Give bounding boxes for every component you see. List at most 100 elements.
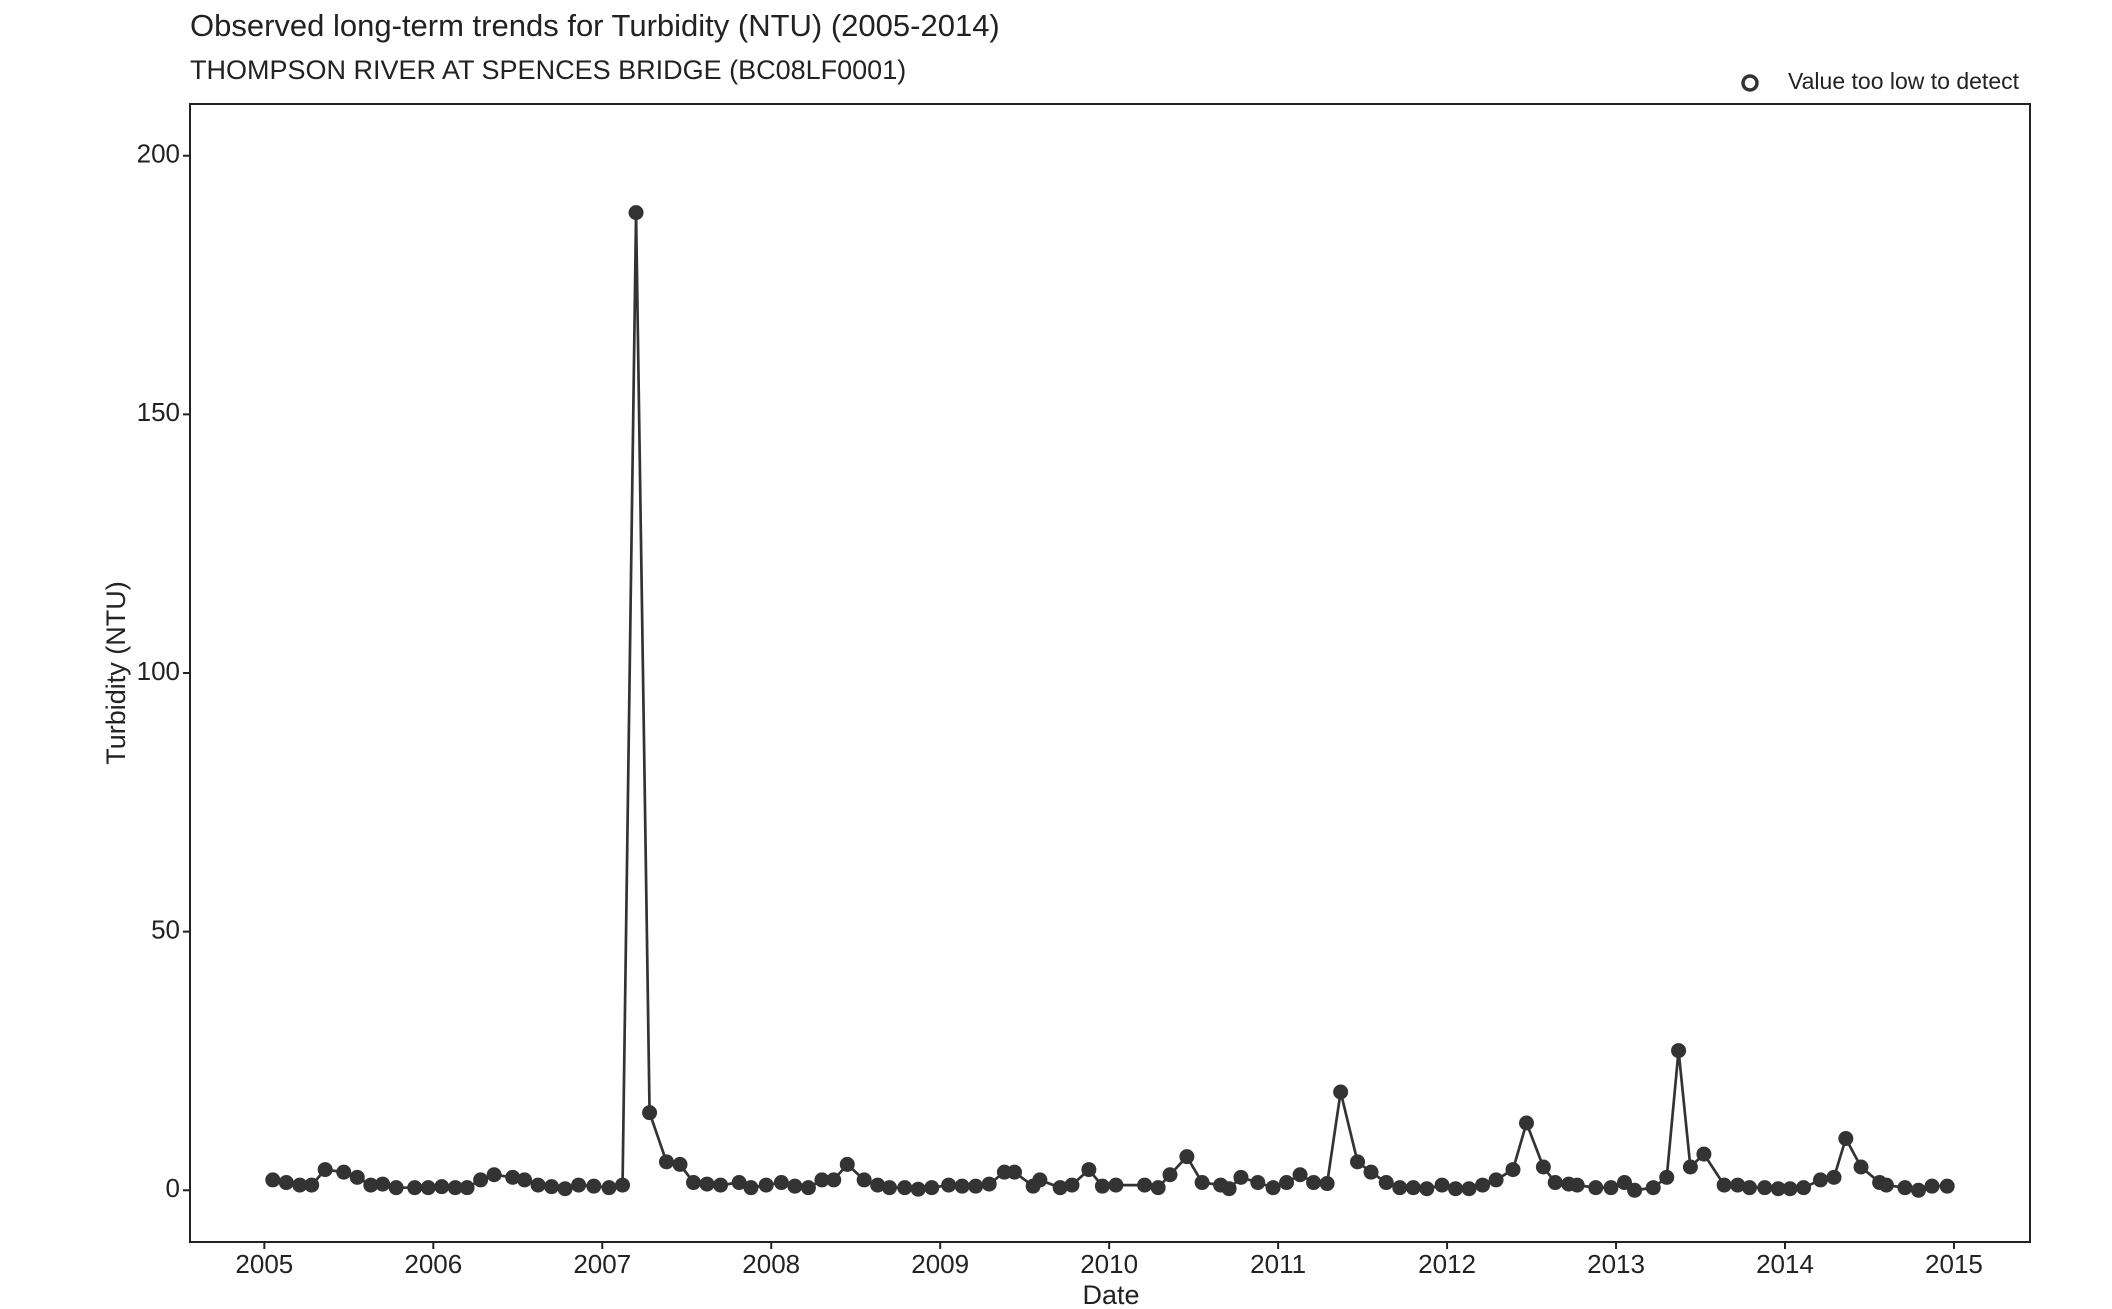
data-point [1292, 1167, 1308, 1183]
x-tick-label: 2013 [1587, 1249, 1645, 1279]
data-point [473, 1172, 489, 1188]
data-point [1518, 1115, 1534, 1131]
data-point [870, 1177, 886, 1193]
legend-label: Value too low to detect [1788, 68, 2020, 94]
data-point [317, 1162, 333, 1178]
data-point [1333, 1084, 1349, 1100]
data-point [1081, 1162, 1097, 1178]
data-point [486, 1167, 502, 1183]
data-point [1108, 1177, 1124, 1193]
data-point [586, 1178, 602, 1194]
data-point [434, 1179, 450, 1195]
data-point [363, 1177, 379, 1193]
data-point [336, 1164, 352, 1180]
data-point [601, 1180, 617, 1196]
data-point [1924, 1178, 1940, 1194]
x-tick-label: 2012 [1418, 1249, 1476, 1279]
chart-title: Observed long-term trends for Turbidity … [190, 8, 1000, 43]
data-point [1730, 1177, 1746, 1193]
data-point [1179, 1149, 1195, 1165]
data-point [1659, 1169, 1675, 1185]
data-point [672, 1156, 688, 1172]
data-point [1378, 1175, 1394, 1191]
data-point [1782, 1181, 1798, 1197]
y-tick-label: 0 [166, 1173, 180, 1203]
data-point [758, 1177, 774, 1193]
data-point [1052, 1180, 1068, 1196]
data-point [1878, 1177, 1894, 1193]
data-point [407, 1180, 423, 1196]
data-point [1150, 1180, 1166, 1196]
data-point [1853, 1159, 1869, 1175]
data-point [304, 1177, 320, 1193]
data-point [1306, 1175, 1322, 1191]
data-point [1434, 1177, 1450, 1193]
x-tick-label: 2014 [1756, 1249, 1814, 1279]
data-point [1448, 1181, 1464, 1197]
data-point [1265, 1180, 1281, 1196]
y-tick-label: 100 [137, 656, 180, 686]
data-point [882, 1180, 898, 1196]
data-point [1032, 1172, 1048, 1188]
data-point [981, 1176, 997, 1192]
data-point [1897, 1180, 1913, 1196]
data-point [388, 1180, 404, 1196]
data-point [814, 1172, 830, 1188]
data-point [826, 1172, 842, 1188]
data-point [1007, 1164, 1023, 1180]
data-point [1233, 1169, 1249, 1185]
data-point [910, 1181, 926, 1197]
data-point [447, 1180, 463, 1196]
data-point [1910, 1182, 1926, 1198]
data-point [1162, 1167, 1178, 1183]
data-point [1645, 1180, 1661, 1196]
y-tick-label: 200 [137, 139, 180, 169]
data-point [349, 1169, 365, 1185]
data-point [505, 1169, 521, 1185]
data-point [1194, 1175, 1210, 1191]
data-point [1137, 1177, 1153, 1193]
data-point [278, 1175, 294, 1191]
data-point [1547, 1175, 1563, 1191]
data-point [1475, 1177, 1491, 1193]
data-point [731, 1175, 747, 1191]
y-tick-label: 50 [151, 915, 180, 945]
data-point [1671, 1043, 1687, 1059]
x-tick-label: 2008 [742, 1249, 800, 1279]
data-point [1603, 1180, 1619, 1196]
data-point [1535, 1159, 1551, 1175]
data-point [628, 205, 644, 221]
chart-subtitle: THOMPSON RIVER AT SPENCES BRIDGE (BC08LF… [190, 55, 906, 85]
data-point [1569, 1177, 1585, 1193]
data-point [1616, 1175, 1632, 1191]
legend-symbol [1741, 74, 1759, 92]
data-point [897, 1180, 913, 1196]
data-point [839, 1156, 855, 1172]
x-axis-title: Date [1082, 1280, 1139, 1309]
data-point [699, 1176, 715, 1192]
data-point [686, 1175, 702, 1191]
data-point [420, 1180, 436, 1196]
x-tick-label: 2005 [235, 1249, 293, 1279]
x-tick-label: 2015 [1925, 1249, 1983, 1279]
data-point [941, 1177, 957, 1193]
data-point [1627, 1182, 1643, 1198]
data-point [1770, 1181, 1786, 1197]
data-point [968, 1178, 984, 1194]
data-point [642, 1105, 658, 1121]
data-point [1094, 1178, 1110, 1194]
data-point [571, 1177, 587, 1193]
data-point [1812, 1172, 1828, 1188]
data-point [1405, 1180, 1421, 1196]
data-point [773, 1175, 789, 1191]
data-point [1742, 1180, 1758, 1196]
data-point [1796, 1180, 1812, 1196]
data-point [1757, 1180, 1773, 1196]
data-point [658, 1154, 674, 1170]
data-point [1363, 1164, 1379, 1180]
data-point [375, 1176, 391, 1192]
x-tick-label: 2007 [573, 1249, 631, 1279]
data-point [517, 1172, 533, 1188]
data-point [1279, 1175, 1295, 1191]
